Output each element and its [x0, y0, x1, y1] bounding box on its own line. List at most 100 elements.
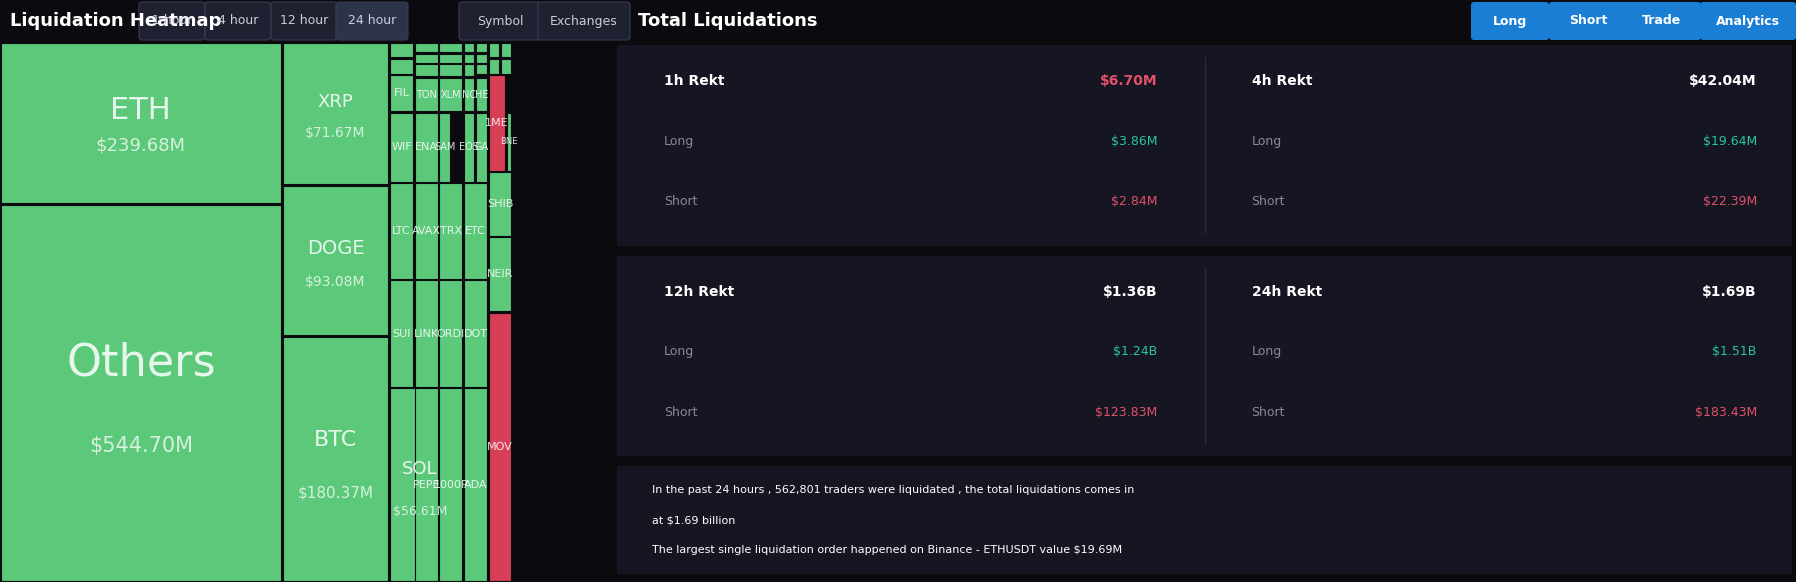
Text: $1.24B: $1.24B [1114, 346, 1157, 359]
Text: Long: Long [1252, 134, 1282, 148]
Text: 12 hour: 12 hour [280, 15, 329, 27]
Bar [415, 78, 438, 111]
Bar [440, 78, 462, 111]
Bar [390, 75, 413, 111]
Text: 24 hour: 24 hour [348, 15, 397, 27]
FancyBboxPatch shape [1548, 2, 1627, 40]
Bar [440, 65, 462, 76]
Text: XRP: XRP [318, 93, 354, 111]
Text: $3.86M: $3.86M [1112, 134, 1157, 148]
Text: ETH: ETH [111, 95, 171, 125]
FancyBboxPatch shape [1701, 2, 1796, 40]
Text: SAM: SAM [435, 143, 456, 152]
Text: $1.51B: $1.51B [1712, 346, 1756, 359]
Text: NEIR: NEIR [487, 269, 514, 279]
Bar [489, 172, 512, 236]
Text: Short: Short [1252, 195, 1284, 208]
Bar [489, 59, 499, 73]
Bar [415, 281, 438, 387]
FancyBboxPatch shape [1471, 2, 1548, 40]
Text: BTC: BTC [314, 430, 357, 450]
Text: $183.43M: $183.43M [1694, 406, 1756, 418]
Text: Analytics: Analytics [1715, 15, 1780, 27]
Text: $123.83M: $123.83M [1096, 406, 1157, 418]
Bar [2, 205, 280, 581]
FancyBboxPatch shape [205, 2, 271, 40]
Bar [440, 113, 449, 182]
Text: BNE: BNE [501, 137, 517, 147]
Text: $2.84M: $2.84M [1112, 195, 1157, 208]
Text: at $1.69 billion: at $1.69 billion [652, 515, 736, 525]
Text: Trade: Trade [1642, 15, 1681, 27]
Text: $239.68M: $239.68M [95, 136, 185, 154]
Text: Short: Short [1570, 15, 1607, 27]
Bar [282, 186, 388, 335]
Text: ORDI: ORDI [436, 329, 465, 339]
FancyBboxPatch shape [336, 2, 408, 40]
Text: DOGE: DOGE [307, 239, 365, 258]
Text: HE: HE [474, 90, 489, 100]
Text: AVAX: AVAX [411, 226, 440, 236]
Bar [282, 43, 388, 184]
Text: Total Liquidations: Total Liquidations [638, 12, 817, 30]
Text: $22.39M: $22.39M [1703, 195, 1756, 208]
Bar [501, 43, 512, 58]
Text: TRX: TRX [440, 226, 462, 236]
Bar [476, 78, 487, 111]
Text: PEPE: PEPE [413, 480, 440, 490]
Text: $6.70M: $6.70M [1099, 74, 1157, 88]
Text: Long: Long [665, 346, 695, 359]
Text: $19.64M: $19.64M [1703, 134, 1756, 148]
FancyBboxPatch shape [271, 2, 338, 40]
Bar [415, 388, 438, 581]
Text: TON: TON [415, 90, 436, 100]
Text: WIF: WIF [392, 143, 411, 152]
Bar [476, 113, 487, 182]
Bar [489, 43, 499, 58]
Bar [463, 113, 474, 182]
FancyBboxPatch shape [460, 2, 541, 40]
Text: FIL: FIL [393, 88, 409, 98]
Bar [440, 183, 462, 279]
Text: GA: GA [474, 143, 489, 152]
Bar [463, 183, 487, 279]
Text: MOV: MOV [487, 442, 514, 452]
Text: $180.37M: $180.37M [298, 486, 374, 501]
Bar [476, 54, 487, 63]
Text: SUI: SUI [392, 329, 411, 339]
Text: Long: Long [1492, 15, 1527, 27]
Bar [463, 65, 474, 76]
Text: Others: Others [66, 342, 216, 384]
Text: 1 hour: 1 hour [153, 15, 192, 27]
Text: In the past 24 hours , 562,801 traders were liquidated , the total liquidations : In the past 24 hours , 562,801 traders w… [652, 485, 1135, 495]
Text: 24h Rekt: 24h Rekt [1252, 285, 1322, 299]
Bar [476, 65, 487, 73]
Text: EOS: EOS [460, 143, 480, 152]
Text: XLM: XLM [440, 90, 462, 100]
Bar [415, 113, 438, 182]
Text: LINK: LINK [413, 329, 438, 339]
Text: $42.04M: $42.04M [1688, 74, 1756, 88]
Bar [489, 237, 512, 311]
Bar [463, 281, 487, 387]
Text: 1ME: 1ME [485, 118, 508, 128]
Text: The largest single liquidation order happened on Binance - ETHUSDT value $19.69M: The largest single liquidation order hap… [652, 545, 1122, 555]
Text: 1000P: 1000P [433, 480, 469, 490]
Text: ENA: ENA [415, 143, 438, 152]
Text: 4 hour: 4 hour [217, 15, 259, 27]
Text: $93.08M: $93.08M [305, 275, 366, 289]
Text: Short: Short [1252, 406, 1284, 418]
Bar [282, 337, 388, 581]
Text: Liquidation Heatmap: Liquidation Heatmap [11, 12, 221, 30]
Text: ETC: ETC [465, 226, 487, 236]
Text: NC: NC [462, 90, 476, 100]
Bar [489, 75, 505, 171]
Text: $1.69B: $1.69B [1703, 285, 1756, 299]
Text: Symbol: Symbol [476, 15, 523, 27]
Bar [415, 183, 438, 279]
FancyBboxPatch shape [138, 2, 205, 40]
Bar [440, 388, 462, 581]
Text: $71.67M: $71.67M [305, 126, 366, 140]
Bar [501, 59, 512, 73]
Bar [390, 388, 449, 581]
